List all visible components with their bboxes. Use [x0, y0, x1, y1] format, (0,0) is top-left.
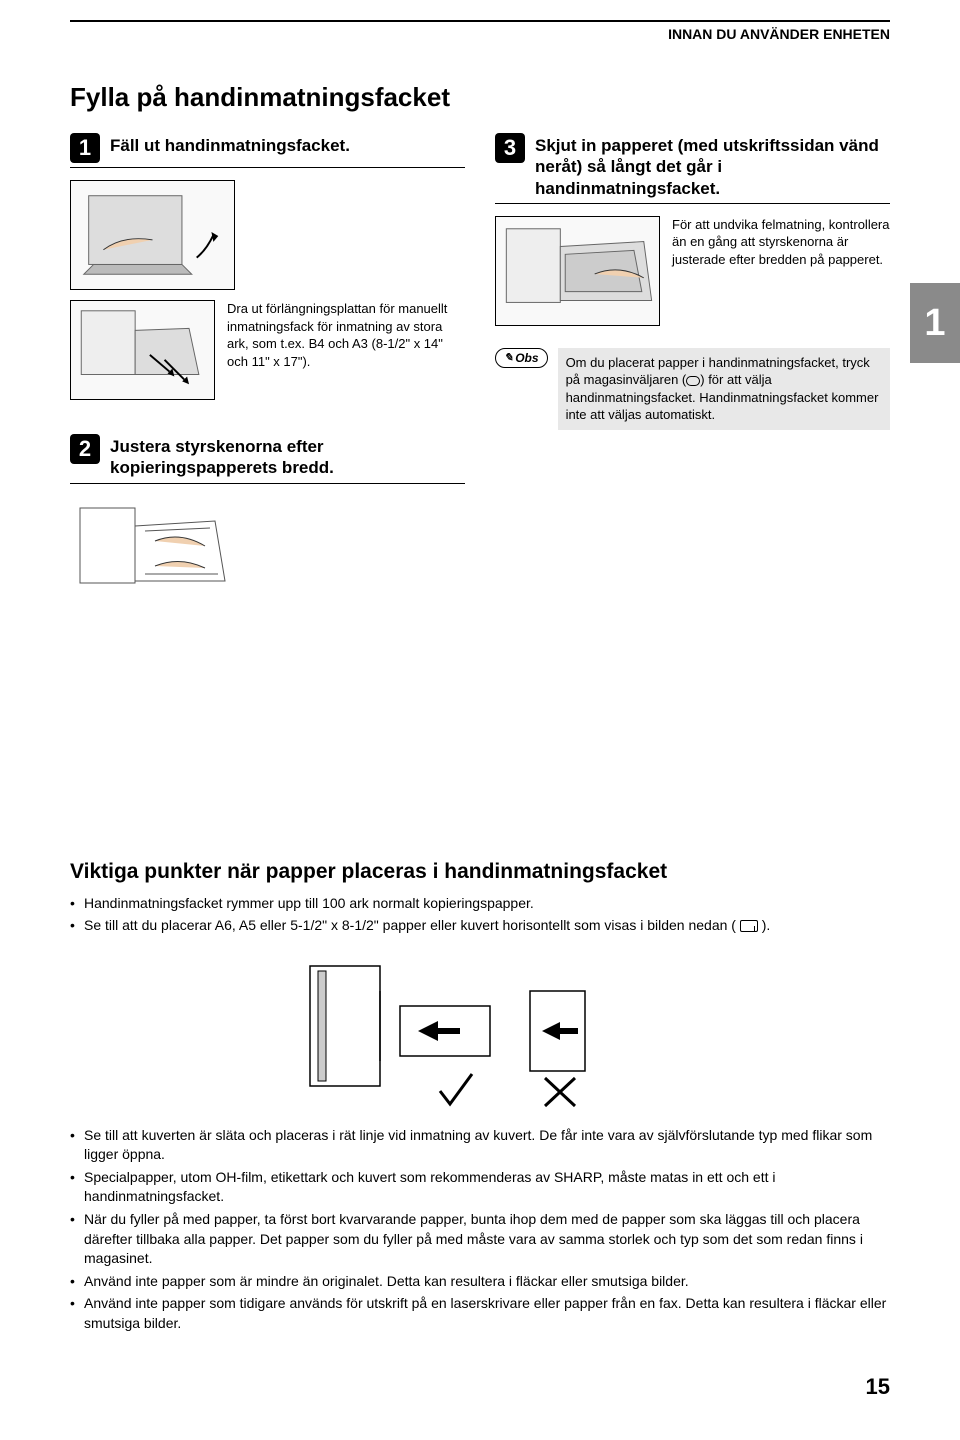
left-column: 1 Fäll ut handinmatningsfacket. [70, 133, 465, 640]
bullet-7: Använd inte papper som tidigare används … [70, 1294, 890, 1333]
bullet-2b: ). [762, 917, 771, 933]
obs-row: ✎ Obs Om du placerat papper i handinmatn… [495, 348, 890, 430]
obs-badge: ✎ Obs [495, 348, 548, 368]
step-2-illustration [70, 496, 235, 606]
step-2-number: 2 [70, 434, 100, 464]
points-title: Viktiga punkter när papper placeras i ha… [70, 860, 890, 884]
step-1-number: 1 [70, 133, 100, 163]
bullet-2: Se till att du placerar A6, A5 eller 5-1… [70, 916, 890, 936]
step-3: 3 Skjut in papperet (med utskriftssidan … [495, 133, 890, 430]
landscape-icon [740, 920, 758, 932]
bullet-4: Specialpapper, utom OH-film, etikettark … [70, 1168, 890, 1207]
page-number: 15 [70, 1374, 890, 1400]
points-section: Viktiga punkter när papper placeras i ha… [70, 860, 890, 1334]
step-1-sub: Dra ut förlängningsplattan för manuellt … [70, 300, 465, 410]
step-3-head: 3 Skjut in papperet (med utskriftssidan … [495, 133, 890, 204]
step-3-right-text: För att undvika felmatning, kontrollera … [672, 216, 890, 269]
steps-columns: 1 Fäll ut handinmatningsfacket. [70, 133, 890, 640]
obs-text: Om du placerat papper i handinmatningsfa… [558, 348, 890, 430]
obs-label: Obs [515, 351, 538, 365]
bullet-2a: Se till att du placerar A6, A5 eller 5-1… [84, 917, 736, 933]
bullet-6: Använd inte papper som är mindre än orig… [70, 1272, 890, 1292]
step-1-illustration [70, 180, 235, 290]
step-3-text: Skjut in papperet (med utskriftssidan vä… [535, 133, 890, 199]
step-3-number: 3 [495, 133, 525, 163]
step-2-text: Justera styrskenorna efter kopieringspap… [110, 434, 465, 479]
step-2: 2 Justera styrskenorna efter kopieringsp… [70, 434, 465, 616]
bullet-1: Handinmatningsfacket rymmer upp till 100… [70, 894, 890, 914]
step-1-text: Fäll ut handinmatningsfacket. [110, 133, 350, 156]
points-list-bottom: Se till att kuverten är släta och placer… [70, 1126, 890, 1334]
pencil-icon: ✎ [504, 351, 513, 364]
step-1: 1 Fäll ut handinmatningsfacket. [70, 133, 465, 410]
step-1-sub-illustration [70, 300, 215, 400]
step-3-illustration [495, 216, 660, 326]
step-1-sub-text: Dra ut förlängningsplattan för manuellt … [227, 300, 465, 370]
orientation-diagram [70, 956, 890, 1116]
step-1-head: 1 Fäll ut handinmatningsfacket. [70, 133, 465, 168]
header-rule [70, 20, 890, 22]
bullet-5: När du fyller på med papper, ta först bo… [70, 1210, 890, 1269]
bullet-3: Se till att kuverten är släta och placer… [70, 1126, 890, 1165]
section-title: Fylla på handinmatningsfacket [70, 82, 890, 113]
step-3-row: För att undvika felmatning, kontrollera … [495, 216, 890, 336]
chapter-title: INNAN DU ANVÄNDER ENHETEN [70, 26, 890, 42]
step-2-head: 2 Justera styrskenorna efter kopieringsp… [70, 434, 465, 484]
tray-selector-icon [686, 376, 700, 386]
points-list-top: Handinmatningsfacket rymmer upp till 100… [70, 894, 890, 936]
chapter-tab: 1 [910, 283, 960, 363]
right-column: 3 Skjut in papperet (med utskriftssidan … [495, 133, 890, 640]
